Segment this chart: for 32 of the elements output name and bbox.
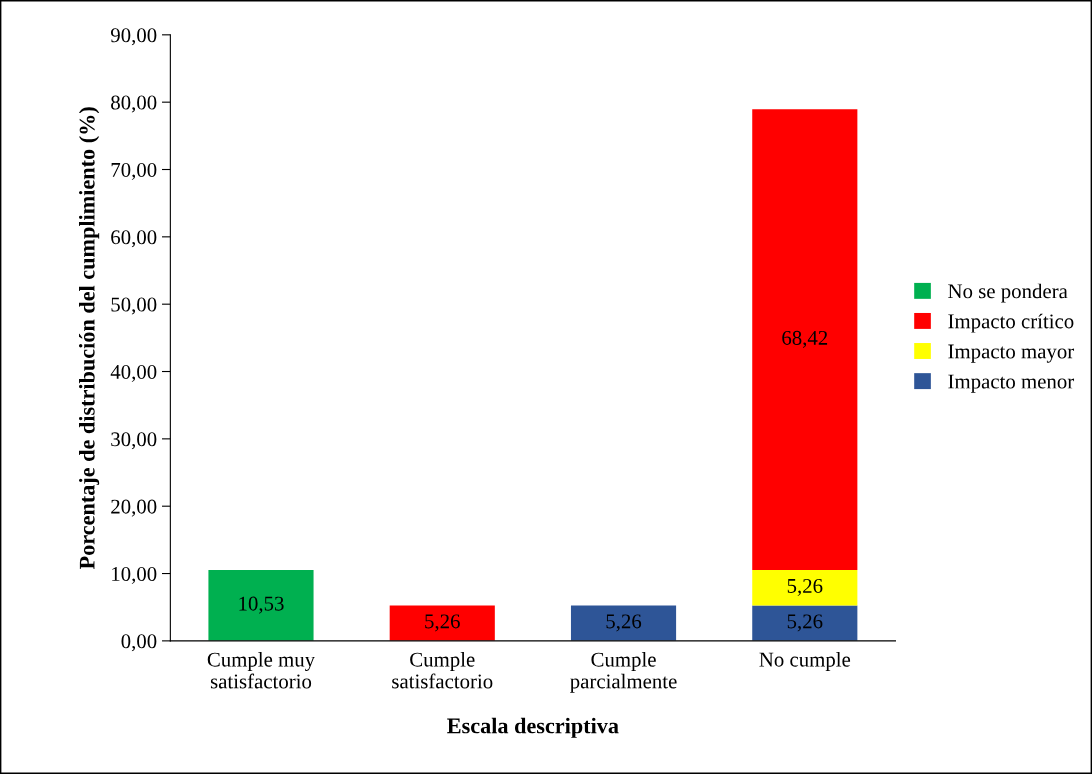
legend-label: Impacto menor	[948, 374, 1075, 393]
y-tick-label: 0,00	[121, 634, 157, 652]
x-axis-title: Escala descriptiva	[447, 717, 619, 738]
bar	[752, 605, 858, 641]
y-tick-label: 50,00	[111, 297, 157, 315]
x-tick-label: Cumple parcialmente	[570, 651, 677, 693]
y-axis-title: Porcentaje de distribución del cumplimiento (%)	[79, 107, 100, 570]
x-tick-label: Cumple muy satisfactorio	[207, 651, 316, 689]
y-tick-label: 20,00	[111, 499, 157, 517]
bar	[752, 109, 858, 571]
data-label: 5,26	[787, 614, 823, 632]
y-tick-label: 70,00	[111, 162, 157, 180]
legend-label: Impacto mayor	[948, 344, 1075, 363]
x-tick-label: Cumple satisfactorio	[392, 651, 493, 689]
data-label: 68,42	[782, 330, 828, 348]
legend-label: Impacto crítico	[948, 313, 1074, 333]
y-tick-label: 40,00	[110, 364, 157, 382]
bar	[208, 569, 314, 641]
legend-label: No se pondera	[948, 283, 1068, 303]
y-tick-label: 80,00	[111, 95, 157, 113]
bar	[389, 605, 495, 641]
y-tick-label: 60,00	[111, 230, 157, 248]
data-label: 5,26	[425, 614, 460, 632]
data-label: 5,26	[787, 578, 823, 596]
y-tick-label: 90,00	[110, 28, 157, 46]
bar	[752, 570, 858, 606]
bar	[570, 605, 677, 641]
x-tick-label: No cumple	[759, 651, 851, 671]
y-tick-label: 30,00	[111, 432, 157, 450]
y-tick-label: 10,00	[112, 566, 157, 584]
data-label: 10,53	[239, 596, 284, 614]
data-label: 5,26	[606, 614, 642, 632]
